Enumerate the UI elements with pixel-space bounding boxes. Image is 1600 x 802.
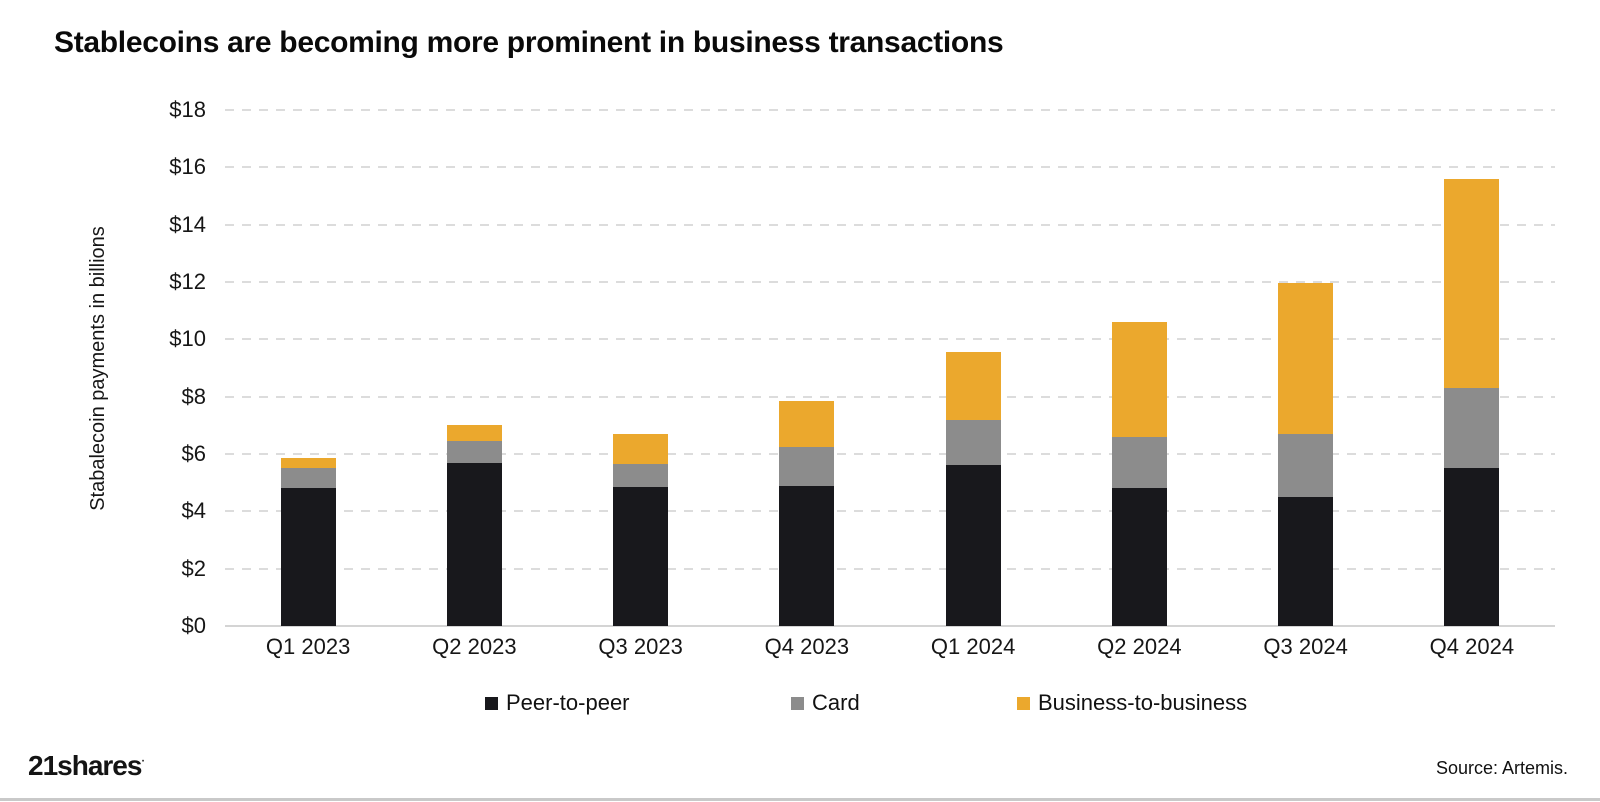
y-tick-label: $0: [181, 613, 206, 638]
bar-segment-business-to-business: [945, 352, 1001, 420]
gridline: [225, 109, 1555, 111]
legend-item-business-to-business: Business-to-business: [1017, 690, 1247, 716]
bar-q4-2023: [779, 401, 835, 626]
bar-segment-business-to-business: [1444, 178, 1500, 389]
bar-segment-card: [1444, 388, 1500, 469]
legend-swatch-business-to-business: [1017, 696, 1030, 710]
chart-title: Stablecoins are becoming more prominent …: [54, 26, 1004, 59]
bar-segment-business-to-business: [446, 425, 502, 442]
bar-segment-business-to-business: [613, 433, 669, 465]
legend-swatch-card: [791, 696, 804, 710]
bar-segment-card: [280, 468, 336, 489]
legend: Peer-to-peer Card Business-to-business: [0, 690, 1600, 722]
y-tick-label: $8: [181, 383, 206, 409]
bar-segment-business-to-business: [1111, 322, 1167, 437]
bottom-border: [0, 798, 1600, 801]
bar-segment-peer-to-peer: [1111, 488, 1167, 626]
y-tick-label: $2: [181, 555, 206, 581]
bar-segment-business-to-business: [280, 458, 336, 469]
x-tick-label: Q3 2023: [598, 634, 683, 659]
y-axis-ticks: $0 $2 $4 $6 $8 $10 $12 $14 $16 $18: [58, 97, 206, 638]
bar-segment-card: [779, 446, 835, 486]
x-tick-label: Q2 2023: [432, 634, 517, 659]
source-note: Source: Artemis.: [1435, 758, 1568, 778]
bar-segment-peer-to-peer: [1278, 497, 1334, 626]
bar-segment-peer-to-peer: [945, 465, 1001, 626]
bar-segment-peer-to-peer: [613, 486, 669, 626]
bar-segment-peer-to-peer: [1444, 468, 1500, 626]
y-tick-label: $16: [169, 154, 206, 180]
legend-item-peer-to-peer: Peer-to-peer: [485, 690, 630, 716]
gridline: [225, 223, 1555, 226]
gridline: [225, 281, 1555, 283]
bar-q2-2024: [1111, 322, 1167, 626]
brand-logo: 21shares·: [28, 750, 145, 782]
x-tick-label: Q2 2024: [1097, 634, 1182, 659]
x-axis-labels: Q1 2023 Q2 2023 Q3 2023 Q4 2023 Q1 2024 Q2 20…: [225, 634, 1555, 666]
bar-q3-2024: [1278, 283, 1334, 626]
y-tick-label: $18: [169, 97, 206, 122]
brand-logo-text: 21shares: [28, 750, 142, 781]
bar-q1-2024: [945, 352, 1001, 626]
bar-q3-2023: [613, 433, 669, 626]
gridline: [225, 510, 1555, 513]
bar-q1-2023: [280, 458, 336, 626]
bar-q2-2023: [446, 425, 502, 626]
y-tick-label: $10: [169, 326, 206, 352]
bar-segment-card: [1278, 433, 1334, 497]
y-tick-label: $4: [181, 498, 206, 524]
bar-segment-peer-to-peer: [779, 485, 835, 626]
bar-segment-card: [613, 464, 669, 487]
bar-segment-peer-to-peer: [446, 462, 502, 626]
gridline: [225, 395, 1555, 398]
legend-swatch-peer-to-peer: [485, 696, 498, 710]
bar-segment-card: [945, 419, 1001, 466]
x-axis-line: [225, 625, 1555, 627]
x-tick-label: Q4 2024: [1429, 634, 1515, 659]
gridline: [225, 166, 1555, 169]
bar-segment-card: [446, 441, 502, 463]
x-tick-label: Q1 2023: [265, 634, 351, 659]
x-tick-label: Q1 2024: [930, 634, 1016, 659]
x-tick-label: Q4 2023: [764, 634, 850, 659]
gridline: [225, 338, 1555, 341]
legend-item-card: Card: [791, 690, 860, 716]
bar-segment-card: [1111, 436, 1167, 489]
plot-area: [225, 109, 1555, 627]
legend-label-card: Card: [812, 690, 860, 715]
y-tick-label: $12: [169, 269, 206, 294]
bar-segment-peer-to-peer: [280, 488, 336, 626]
x-tick-label: Q3 2024: [1263, 634, 1348, 659]
y-tick-label: $6: [181, 441, 206, 466]
bar-q4-2024: [1444, 178, 1500, 626]
bar-segment-business-to-business: [779, 401, 835, 447]
gridline: [225, 453, 1555, 455]
bar-segment-business-to-business: [1278, 283, 1334, 434]
y-tick-label: $14: [169, 211, 206, 237]
brand-trademark-dot: ·: [141, 755, 146, 768]
gridline: [225, 567, 1555, 570]
legend-label-business-to-business: Business-to-business: [1038, 690, 1248, 715]
legend-label-peer-to-peer: Peer-to-peer: [506, 690, 630, 715]
